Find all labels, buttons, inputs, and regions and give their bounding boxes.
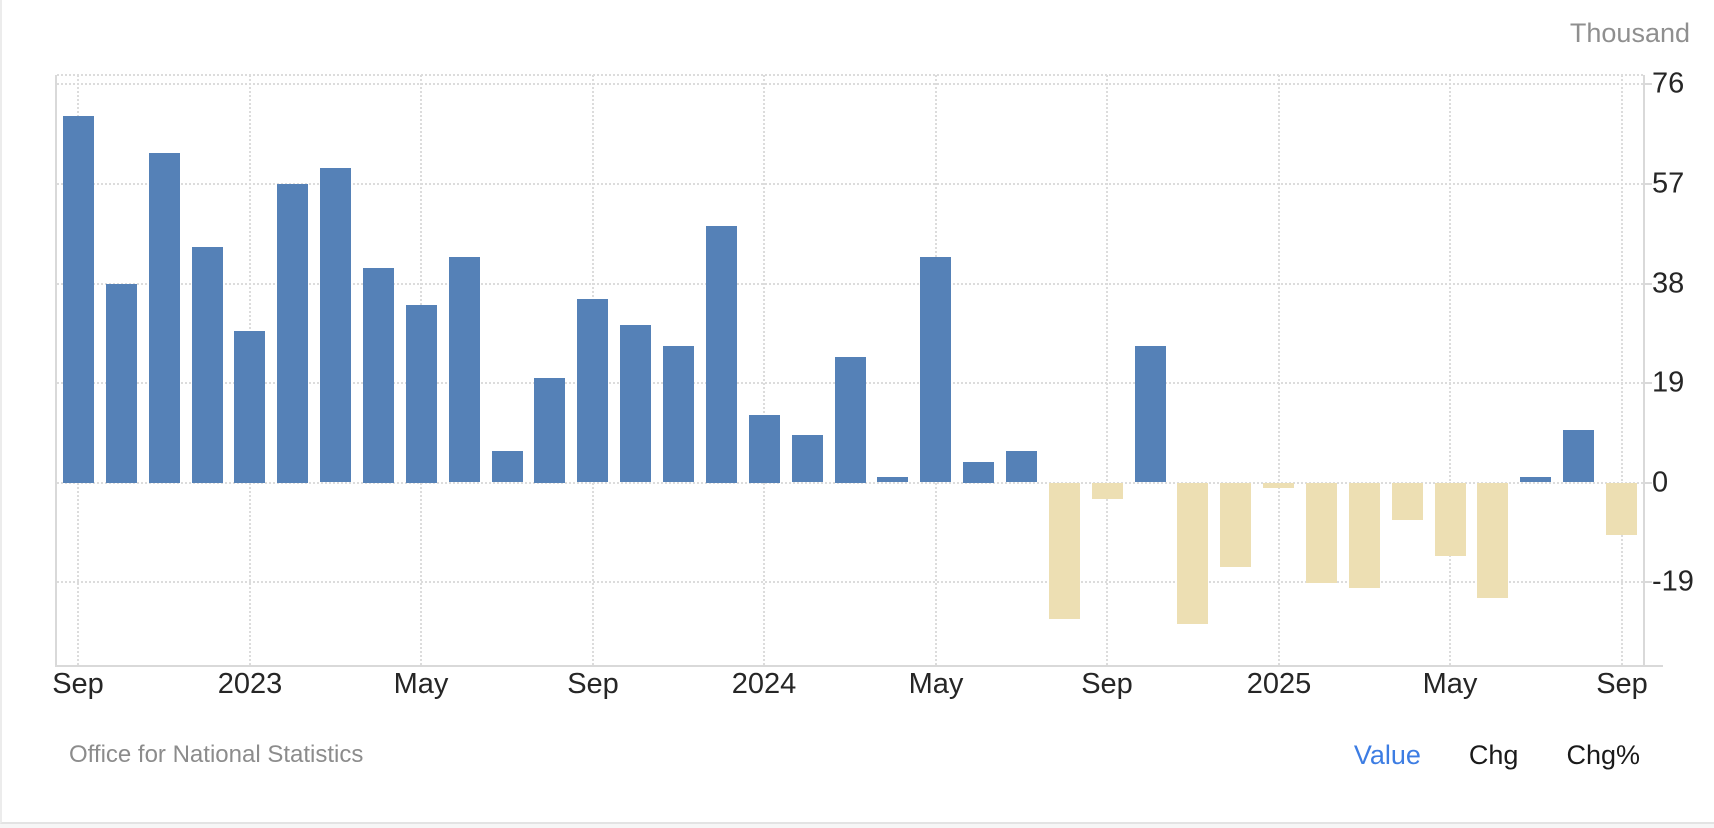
y-axis-tick bbox=[1643, 183, 1652, 185]
bar-jul-2024[interactable] bbox=[1006, 451, 1037, 482]
legend: Value Chg Chg% bbox=[1354, 740, 1640, 771]
bar-may-2025[interactable] bbox=[1435, 483, 1466, 556]
x-axis-label-Sep: Sep bbox=[1081, 668, 1133, 700]
bar-sep-2024[interactable] bbox=[1092, 483, 1123, 499]
source-text: Office for National Statistics bbox=[69, 741, 364, 768]
gridline-y-76 bbox=[57, 83, 1643, 85]
bar-jun-2024[interactable] bbox=[963, 462, 994, 483]
bar-may-2023[interactable] bbox=[406, 305, 437, 483]
bar-jul-2023[interactable] bbox=[492, 451, 523, 482]
x-axis-label-Sep: Sep bbox=[567, 668, 619, 700]
bar-may-2024[interactable] bbox=[920, 257, 951, 482]
plot-left-border bbox=[55, 75, 57, 665]
y-axis-label-76: 76 bbox=[1652, 67, 1685, 100]
bar-aug-2025[interactable] bbox=[1563, 430, 1594, 482]
x-axis-label-Sep: Sep bbox=[1596, 668, 1648, 700]
bar-dec-2022[interactable] bbox=[192, 247, 223, 483]
bar-nov-2022[interactable] bbox=[149, 153, 180, 483]
gridline-x-2024 bbox=[763, 75, 765, 665]
bar-mar-2024[interactable] bbox=[835, 357, 866, 483]
bar-dec-2024[interactable] bbox=[1220, 483, 1251, 567]
y-axis-tick bbox=[1643, 283, 1652, 285]
bar-mar-2023[interactable] bbox=[320, 168, 351, 482]
x-axis-label-May: May bbox=[1422, 668, 1478, 700]
gridline-x-2025 bbox=[1278, 75, 1280, 665]
y-axis-label-0: 0 bbox=[1652, 466, 1669, 499]
bar-jul-2025[interactable] bbox=[1520, 477, 1551, 482]
gridline-y--19 bbox=[57, 581, 1643, 583]
gridline-y-38 bbox=[57, 283, 1643, 285]
bar-aug-2023[interactable] bbox=[534, 378, 565, 483]
x-axis-label-2025: 2025 bbox=[1246, 668, 1312, 700]
bar-jan-2025[interactable] bbox=[1263, 483, 1294, 488]
y-axis-tick bbox=[1643, 581, 1652, 583]
gridline-x-May bbox=[1449, 75, 1451, 665]
x-axis-label-2024: 2024 bbox=[731, 668, 797, 700]
bar-nov-2023[interactable] bbox=[663, 346, 694, 482]
legend-item-chg[interactable]: Chg bbox=[1468, 740, 1519, 770]
y-axis-label-19: 19 bbox=[1652, 366, 1685, 399]
y-axis-tick bbox=[1643, 482, 1652, 484]
bar-apr-2023[interactable] bbox=[363, 268, 394, 483]
gridline-x-Sep bbox=[1106, 75, 1108, 665]
x-axis-line bbox=[55, 665, 1663, 667]
bar-sep-2022[interactable] bbox=[63, 116, 94, 483]
bar-jun-2023[interactable] bbox=[449, 257, 480, 482]
bar-jan-2024[interactable] bbox=[749, 415, 780, 483]
bar-mar-2025[interactable] bbox=[1349, 483, 1380, 588]
bar-aug-2024[interactable] bbox=[1049, 483, 1080, 619]
bar-apr-2024[interactable] bbox=[877, 477, 908, 482]
gridline-x-Sep bbox=[1621, 75, 1623, 665]
bar-sep-2025[interactable] bbox=[1606, 483, 1637, 535]
bar-jan-2023[interactable] bbox=[234, 331, 265, 483]
y-axis-line bbox=[1643, 75, 1645, 667]
y-axis-tick bbox=[1643, 382, 1652, 384]
bar-oct-2024[interactable] bbox=[1135, 346, 1166, 482]
y-axis-label-57: 57 bbox=[1652, 167, 1685, 200]
bar-apr-2025[interactable] bbox=[1392, 483, 1423, 520]
bar-dec-2023[interactable] bbox=[706, 226, 737, 483]
bar-oct-2022[interactable] bbox=[106, 284, 137, 483]
bar-oct-2023[interactable] bbox=[620, 325, 651, 482]
legend-item-value[interactable]: Value bbox=[1353, 740, 1421, 770]
x-axis-label-Sep: Sep bbox=[52, 668, 104, 700]
bar-nov-2024[interactable] bbox=[1177, 483, 1208, 624]
bar-sep-2023[interactable] bbox=[577, 299, 608, 482]
y-axis-tick bbox=[1643, 83, 1652, 85]
legend-item-chg-percent[interactable]: Chg% bbox=[1566, 740, 1640, 770]
bar-feb-2024[interactable] bbox=[792, 435, 823, 482]
plot-top-border bbox=[57, 74, 1643, 76]
bar-jun-2025[interactable] bbox=[1477, 483, 1508, 598]
bar-feb-2025[interactable] bbox=[1306, 483, 1337, 583]
bar-feb-2023[interactable] bbox=[277, 184, 308, 483]
y-axis-label-38: 38 bbox=[1652, 267, 1685, 300]
gridline-y-0 bbox=[57, 482, 1643, 484]
x-axis-label-May: May bbox=[393, 668, 449, 700]
x-axis-label-May: May bbox=[908, 668, 964, 700]
y-axis-label--19: -19 bbox=[1652, 565, 1694, 598]
x-axis-label-2023: 2023 bbox=[217, 668, 283, 700]
y-axis-unit-label: Thousand bbox=[1569, 18, 1690, 48]
gridline-y-57 bbox=[57, 183, 1643, 185]
